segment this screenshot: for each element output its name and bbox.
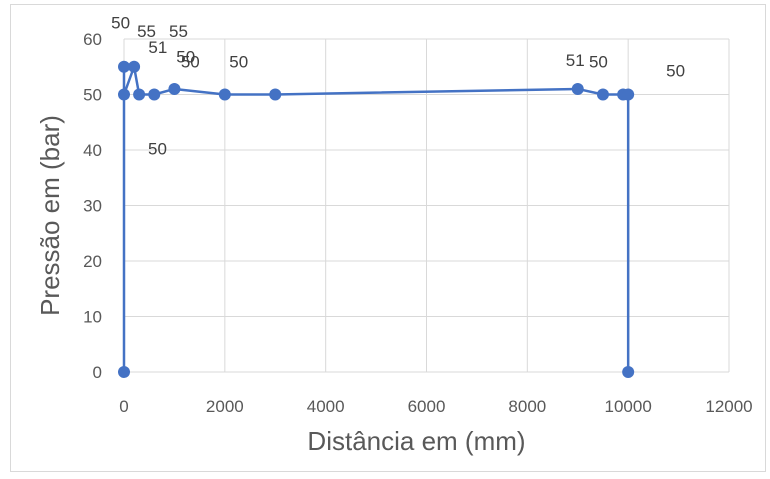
gridlines <box>123 38 730 373</box>
data-point <box>118 60 130 73</box>
x-axis-title: Distância em (mm) <box>307 426 525 456</box>
x-tick-label: 4000 <box>307 397 345 416</box>
data-point <box>218 88 231 101</box>
data-label: 50 <box>148 140 167 159</box>
data-point <box>118 366 130 378</box>
y-tick-labels: 0 10 20 30 40 50 60 <box>83 30 102 382</box>
series-line <box>122 65 630 372</box>
data-point <box>269 88 282 101</box>
data-point <box>571 82 584 95</box>
y-tick-label: 20 <box>83 252 102 271</box>
data-point <box>118 88 130 101</box>
data-point <box>622 88 635 101</box>
y-tick-label: 30 <box>83 197 102 216</box>
x-tick-label: 10000 <box>605 397 652 416</box>
x-tick-label: 2000 <box>206 397 244 416</box>
data-point <box>622 366 635 378</box>
x-tick-labels: 0 2000 4000 6000 8000 10000 12000 <box>119 397 752 416</box>
data-label: 50 <box>666 62 685 81</box>
x-tick-label: 12000 <box>705 397 752 416</box>
y-tick-label: 60 <box>83 30 102 49</box>
x-tick-label: 8000 <box>508 397 546 416</box>
data-label: 50 <box>176 48 195 67</box>
data-label: 51 <box>148 38 167 57</box>
data-label: 50 <box>589 53 608 72</box>
x-tick-label: 0 <box>119 397 128 416</box>
y-tick-label: 10 <box>83 308 102 327</box>
data-label: 50 <box>229 53 248 72</box>
data-label: 55 <box>169 22 188 41</box>
y-tick-label: 40 <box>83 141 102 160</box>
data-label: 50 <box>111 14 130 33</box>
data-point <box>148 88 161 101</box>
data-label: 50 <box>181 53 200 72</box>
data-label: 51 <box>566 51 585 70</box>
y-tick-label: 50 <box>83 86 102 105</box>
data-label: 55 <box>137 22 156 41</box>
data-point <box>168 82 181 95</box>
y-tick-label: 0 <box>93 363 102 382</box>
data-point <box>596 88 609 101</box>
data-series <box>118 60 635 378</box>
data-point <box>133 88 146 101</box>
data-point <box>128 60 141 73</box>
x-tick-label: 6000 <box>408 397 446 416</box>
y-axis-title: Pressão em (bar) <box>35 115 65 316</box>
